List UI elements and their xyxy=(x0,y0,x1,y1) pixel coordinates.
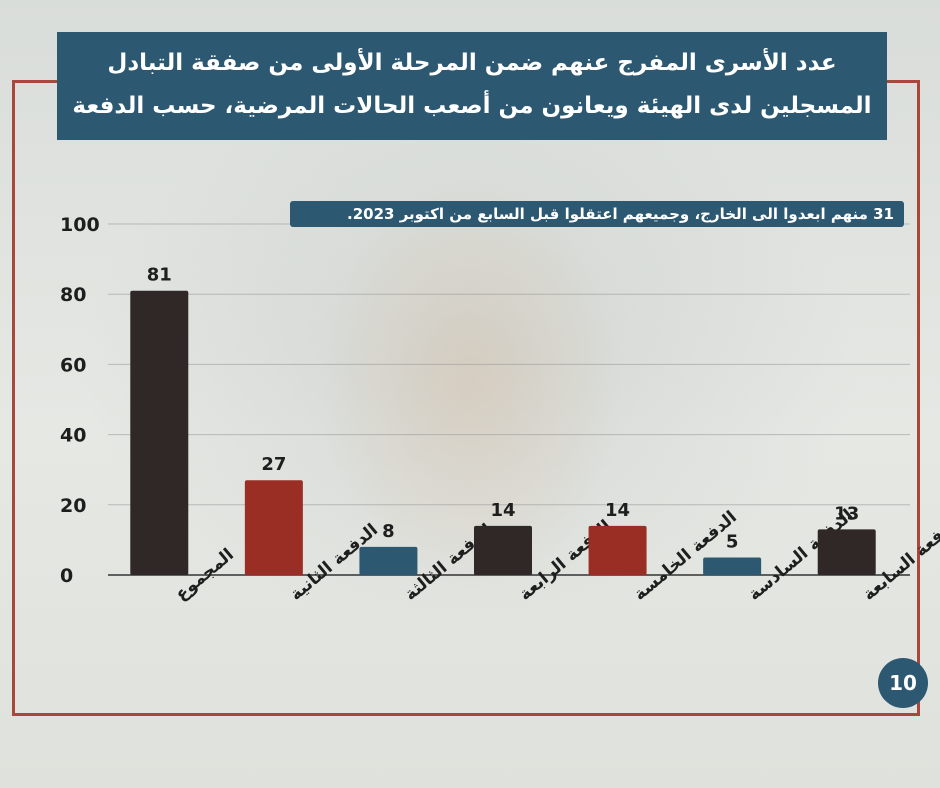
y-tick-label: 0 xyxy=(60,565,73,587)
bar xyxy=(244,480,303,575)
bar xyxy=(588,525,647,575)
bar xyxy=(130,290,189,575)
bar xyxy=(817,529,876,575)
chart-title-line-2: المسجلين لدى الهيئة ويعانون من أصعب الحا… xyxy=(72,93,872,119)
data-label: 14 xyxy=(490,500,515,521)
y-tick-label: 60 xyxy=(60,354,86,376)
data-label: 14 xyxy=(605,500,630,521)
y-tick-label: 40 xyxy=(60,425,86,447)
data-label: 81 xyxy=(147,265,172,286)
bar xyxy=(474,525,532,575)
chart-title-line-1: عدد الأسرى المفرج عنهم ضمن المرحلة الأول… xyxy=(107,50,837,76)
data-label: 8 xyxy=(382,521,395,542)
data-label: 13 xyxy=(834,503,859,524)
bar xyxy=(359,546,418,575)
data-label: 5 xyxy=(726,531,739,552)
note-box: 31 منهم ابعدوا الى الخارج، وجميعهم اعتقل… xyxy=(290,201,904,227)
chart-title-box: عدد الأسرى المفرج عنهم ضمن المرحلة الأول… xyxy=(57,32,887,140)
bar xyxy=(703,557,762,575)
y-tick-label: 80 xyxy=(60,284,86,306)
page-number-badge: 10 xyxy=(878,658,928,708)
y-tick-label: 100 xyxy=(60,214,100,236)
data-label: 27 xyxy=(261,454,286,475)
y-tick-label: 20 xyxy=(60,495,86,517)
